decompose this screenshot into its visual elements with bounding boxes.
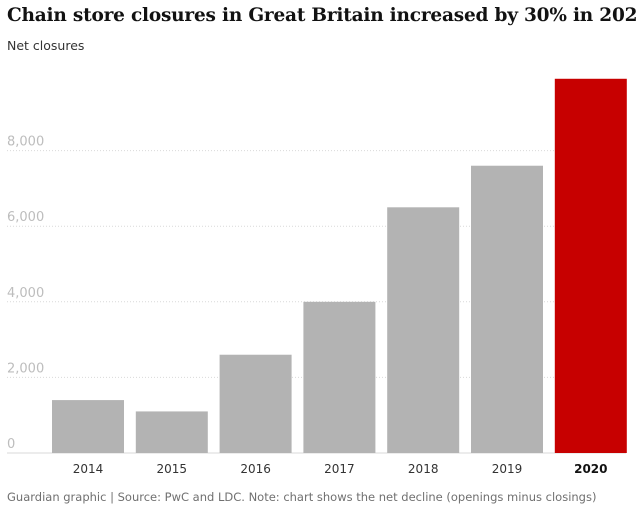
bar-2014 [52,400,124,453]
x-tick-label: 2014 [73,462,104,476]
y-tick-label: 4,000 [7,286,44,301]
bar-2016 [219,354,292,453]
bar-2018 [387,207,460,453]
y-tick-label: 6,000 [7,210,44,225]
bar-2015 [135,411,208,453]
bar-2019 [471,165,543,453]
x-tick-label: 2018 [408,462,439,476]
y-tick-label: 8,000 [7,135,44,150]
x-tick-label: 2017 [324,462,355,476]
bars [52,78,627,453]
bar-2017 [303,301,376,453]
source-footer: Guardian graphic | Source: PwC and LDC. … [7,490,597,504]
x-tick-label: 2019 [492,462,523,476]
bar-2020 [554,78,627,453]
y-axis-label: Net closures [7,38,85,53]
x-tick-label: 2015 [157,462,188,476]
chart-title: Chain store closures in Great Britain in… [7,5,636,26]
y-tick-label: 0 [7,437,15,452]
y-tick-label: 2,000 [7,361,44,376]
x-tick-label: 2016 [240,462,271,476]
category-labels: 2014 2015 2016 2017 2018 2019 2020 [73,462,608,476]
x-tick-label: 2020 [574,462,607,476]
